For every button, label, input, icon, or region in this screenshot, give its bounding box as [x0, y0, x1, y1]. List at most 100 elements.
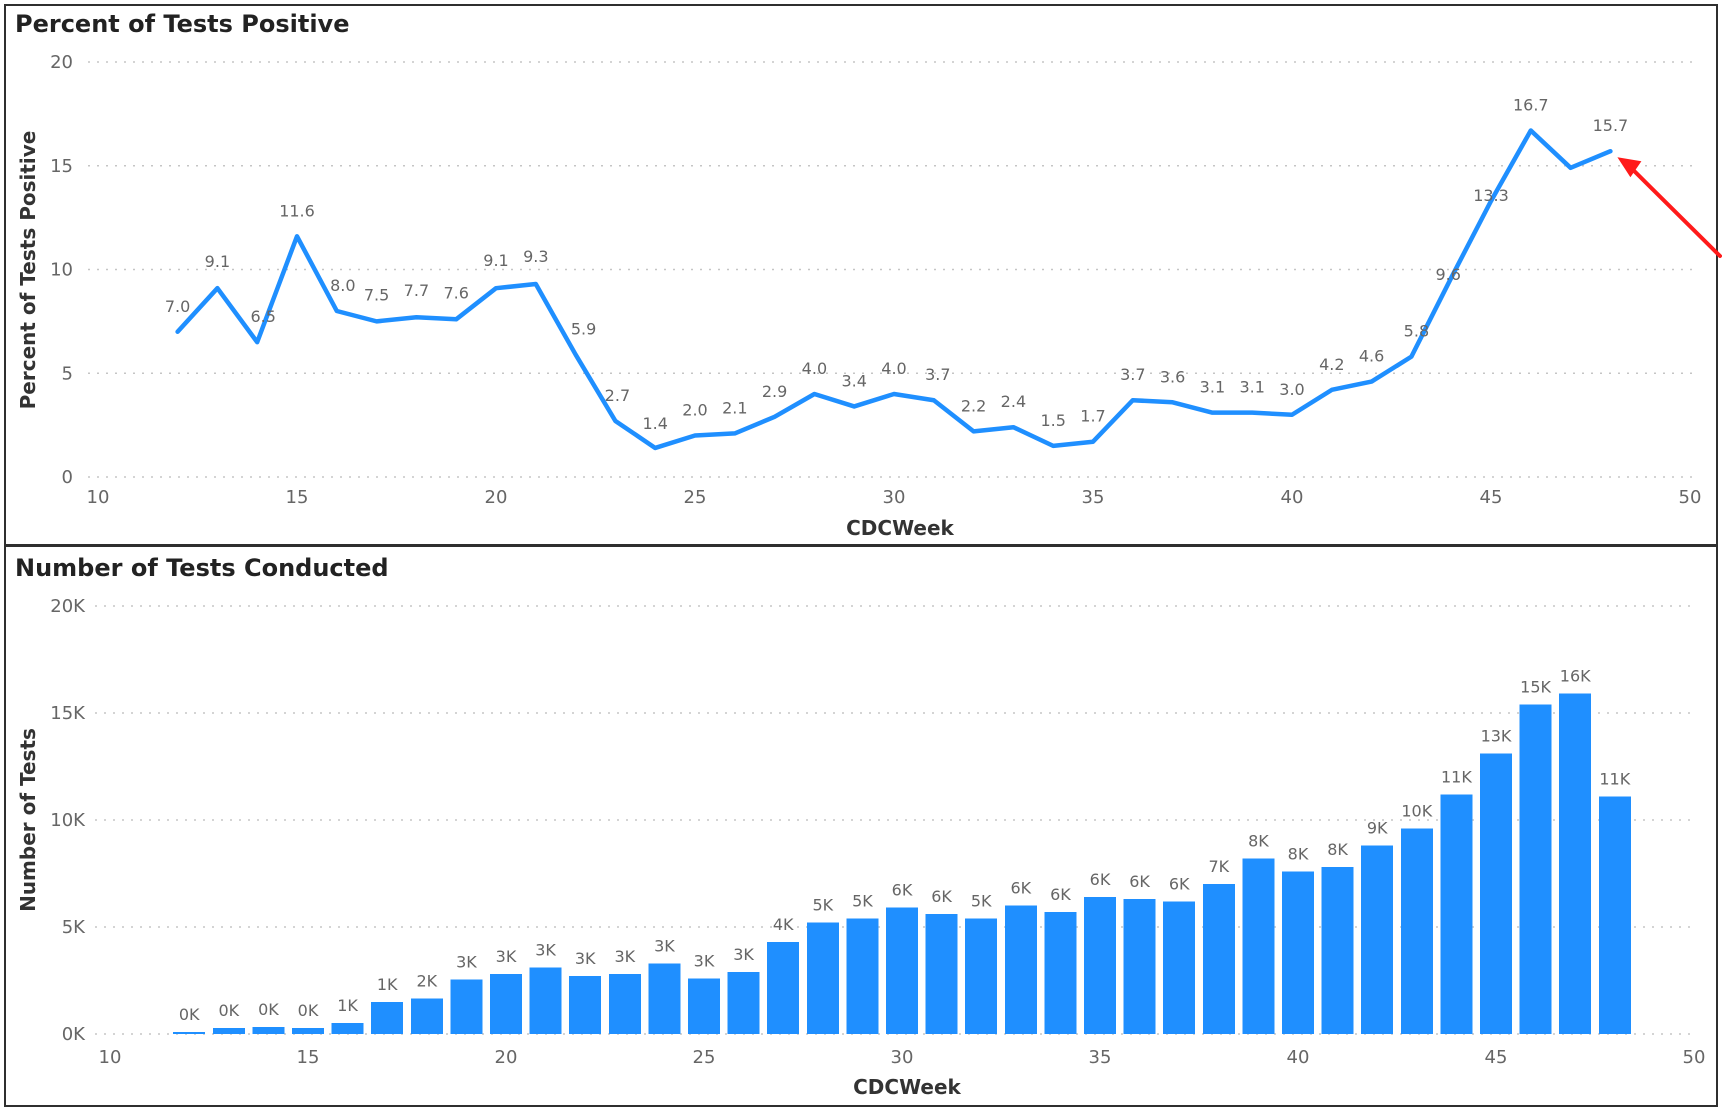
tests-conducted-y-tick-label: 15K: [50, 703, 86, 724]
tests-conducted-bar: [1202, 884, 1235, 1034]
tests-conducted-bar: [450, 979, 483, 1034]
tests-conducted-data-label: 4K: [773, 915, 794, 934]
tests-conducted-bar: [1242, 858, 1275, 1034]
percent-positive-y-tick-label: 15: [50, 156, 73, 177]
percent-positive-data-label: 2.9: [762, 382, 787, 401]
tests-conducted-y-ticks: 0K 5K 10K 15K 20K: [50, 596, 86, 1045]
tests-conducted-bar: [1321, 867, 1354, 1034]
percent-positive-data-label: 1.7: [1080, 407, 1105, 426]
tests-conducted-bar: [1440, 794, 1473, 1034]
percent-positive-data-label: 7.7: [404, 281, 429, 300]
tests-conducted-data-label: 5K: [812, 896, 833, 915]
percent-positive-data-label: 9.6: [1435, 265, 1460, 284]
percent-positive-data-labels: 7.0 9.1 6.5 11.6 8.0 7.5 7.7 7.6 9.1 9.3 5.9 2.7 1.4…: [165, 95, 1628, 432]
tests-conducted-bar: [173, 1032, 206, 1034]
tests-conducted-bar: [331, 1022, 364, 1034]
tests-conducted-y-tick-label: 0K: [62, 1024, 86, 1045]
percent-positive-data-label: 13.3: [1473, 186, 1509, 205]
tests-conducted-data-label: 11K: [1599, 769, 1630, 788]
tests-conducted-data-label: 15K: [1520, 677, 1551, 696]
tests-conducted-bar: [1084, 897, 1116, 1034]
tests-conducted-data-label: 6K: [1169, 874, 1190, 893]
percent-positive-data-label: 8.0: [330, 276, 355, 295]
tests-conducted-data-label: 6K: [1010, 879, 1031, 898]
percent-positive-data-label: 3.4: [841, 371, 866, 390]
tests-conducted-data-label: 3K: [694, 951, 715, 970]
tests-conducted-x-tick-label: 50: [1683, 1047, 1706, 1068]
percent-positive-x-tick-label: 20: [485, 487, 508, 508]
percent-positive-x-ticks: 10 15 20 25 30 35 40 45 50: [87, 487, 1702, 508]
tests-conducted-bar: [608, 974, 641, 1034]
tests-conducted-data-label: 6K: [1129, 872, 1150, 891]
tests-conducted-x-tick-label: 25: [693, 1047, 716, 1068]
tests-conducted-bar: [1361, 845, 1394, 1034]
tests-conducted-data-label: 3K: [575, 949, 596, 968]
tests-conducted-bar: [886, 907, 918, 1034]
tests-conducted-data-label: 8K: [1248, 832, 1269, 851]
tests-conducted-data-label: 9K: [1367, 819, 1388, 838]
percent-positive-data-label: 4.0: [881, 359, 906, 378]
percent-positive-annotation-arrow: [1617, 157, 1722, 258]
tests-conducted-x-tick-label: 40: [1287, 1047, 1310, 1068]
percent-positive-data-label: 2.7: [605, 386, 630, 405]
tests-conducted-bar: [1004, 905, 1037, 1034]
tests-conducted-data-label: 3K: [496, 947, 517, 966]
percent-positive-x-tick-label: 40: [1281, 487, 1304, 508]
tests-conducted-y-tick-label: 20K: [50, 596, 86, 617]
tests-conducted-y-axis-title: Number of Tests: [16, 728, 40, 912]
tests-conducted-bar: [767, 941, 800, 1034]
tests-conducted-bar: [569, 976, 602, 1034]
tests-conducted-data-label: 11K: [1441, 767, 1472, 786]
tests-conducted-bar: [1282, 871, 1314, 1034]
tests-conducted-x-tick-label: 20: [495, 1047, 518, 1068]
percent-positive-data-label: 2.1: [722, 398, 747, 417]
tests-conducted-bar: [371, 1001, 404, 1034]
tests-conducted-bar: [1480, 753, 1512, 1034]
percent-positive-data-label: 2.2: [961, 396, 986, 415]
tests-conducted-bar: [490, 974, 522, 1034]
percent-positive-x-tick-label: 15: [286, 487, 309, 508]
tests-conducted-y-tick-label: 10K: [50, 810, 86, 831]
tests-conducted-bar: [1163, 901, 1196, 1034]
tests-conducted-x-tick-label: 15: [297, 1047, 320, 1068]
tests-conducted-bar: [965, 918, 998, 1034]
tests-conducted-chart-panel: Number of Tests Conducted Number of Test…: [4, 545, 1718, 1107]
tests-conducted-data-label: 8K: [1288, 844, 1309, 863]
percent-positive-y-ticks: 0 5 10 15 20: [50, 52, 73, 488]
tests-conducted-data-label: 3K: [654, 936, 675, 955]
percent-positive-x-tick-label: 45: [1480, 487, 1503, 508]
tests-conducted-bar: [925, 914, 958, 1034]
tests-conducted-data-label: 8K: [1327, 840, 1348, 859]
tests-conducted-x-tick-label: 30: [891, 1047, 914, 1068]
percent-positive-data-label: 9.1: [205, 252, 230, 271]
tests-conducted-bar: [648, 963, 681, 1034]
tests-conducted-bar: [529, 967, 562, 1034]
tests-conducted-x-tick-label: 45: [1485, 1047, 1508, 1068]
tests-conducted-data-label: 2K: [416, 972, 437, 991]
tests-conducted-data-label: 6K: [1050, 885, 1071, 904]
tests-conducted-data-label: 6K: [892, 881, 913, 900]
percent-positive-data-label: 4.6: [1359, 347, 1384, 366]
annotation-arrow-shaft: [1630, 167, 1722, 258]
tests-conducted-bar: [292, 1027, 324, 1034]
tests-conducted-bar: [1044, 912, 1077, 1034]
percent-positive-data-label: 3.7: [1120, 365, 1145, 384]
tests-conducted-bar: [252, 1027, 285, 1034]
percent-positive-data-label: 9.3: [523, 247, 548, 266]
tests-conducted-data-label: 5K: [852, 891, 873, 910]
tests-conducted-bar: [806, 922, 839, 1034]
percent-positive-data-label: 2.0: [682, 401, 707, 420]
tests-conducted-bar: [727, 971, 760, 1034]
tests-conducted-data-label: 3K: [614, 947, 635, 966]
tests-conducted-data-label: 6K: [931, 887, 952, 906]
percent-positive-x-tick-label: 35: [1082, 487, 1105, 508]
annotation-arrow-head: [1617, 157, 1642, 178]
tests-conducted-data-label: 10K: [1401, 802, 1432, 821]
tests-conducted-bar: [212, 1028, 245, 1034]
percent-positive-y-tick-label: 10: [50, 260, 73, 281]
percent-positive-data-label: 3.1: [1239, 378, 1264, 397]
tests-conducted-data-label: 0K: [218, 1001, 239, 1020]
percent-positive-data-label: 3.7: [925, 365, 950, 384]
tests-conducted-bar: [688, 978, 720, 1034]
percent-positive-data-label: 7.0: [165, 297, 190, 316]
